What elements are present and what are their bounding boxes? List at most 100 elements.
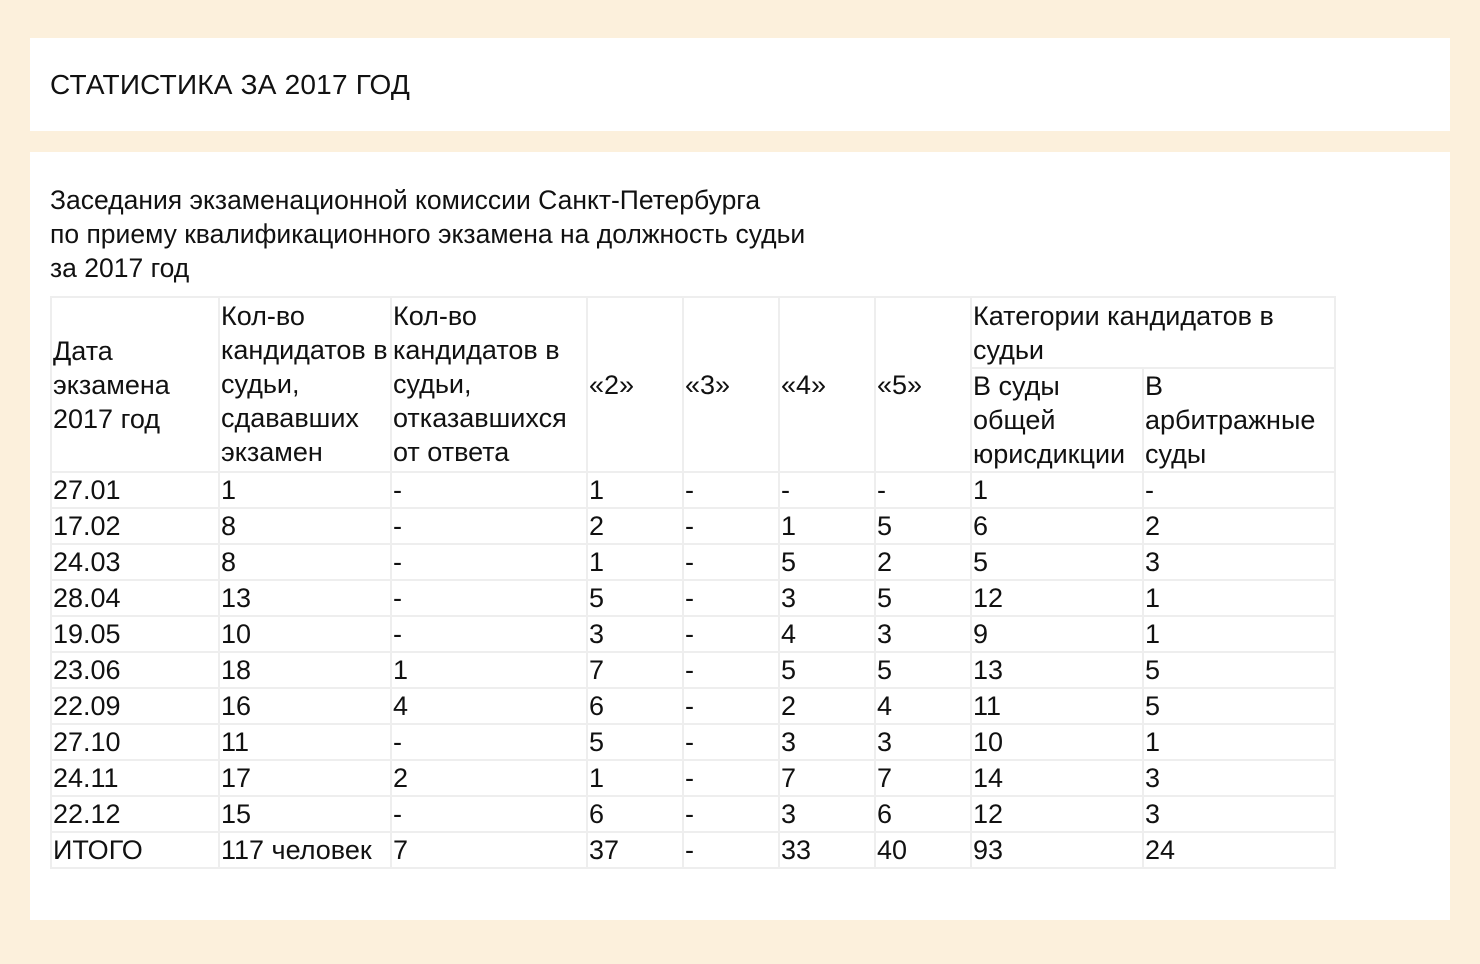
cell-grade-4: -	[778, 471, 876, 509]
cell-general-courts: 5	[970, 543, 1144, 581]
cell-grade-4: 2	[778, 687, 876, 725]
cell-grade-5: 4	[874, 687, 972, 725]
cell-refused: -	[390, 507, 588, 545]
cell-grade-5: 40	[874, 831, 972, 869]
cell-taking: 15	[218, 795, 392, 833]
header-taking: Кол-во кандидатов в судьи, сдававших экз…	[218, 296, 392, 473]
cell-grade-4: 33	[778, 831, 876, 869]
cell-grade-3: -	[682, 831, 780, 869]
header-date: Дата экзамена 2017 год	[50, 296, 220, 473]
cell-grade-3: -	[682, 615, 780, 653]
header-grade-3: «3»	[682, 296, 780, 473]
cell-arbitration-courts: 5	[1142, 687, 1336, 725]
cell-taking: 10	[218, 615, 392, 653]
cell-refused: -	[390, 615, 588, 653]
cell-grade-3: -	[682, 687, 780, 725]
cell-grade-4: 3	[778, 723, 876, 761]
table-row: 27.01 1-1- - -1-	[50, 471, 1336, 509]
cell-grade-2: 5	[586, 579, 684, 617]
cell-taking: 117 человек	[218, 831, 392, 869]
cell-arbitration-courts: 1	[1142, 723, 1336, 761]
cell-taking: 8	[218, 507, 392, 545]
cell-refused: 4	[390, 687, 588, 725]
cell-date: 22.09	[50, 687, 220, 725]
header-grade-4: «4»	[778, 296, 876, 473]
cell-grade-5: 3	[874, 723, 972, 761]
cell-grade-4: 1	[778, 507, 876, 545]
cell-taking: 16	[218, 687, 392, 725]
table-row: 17.02 8-2-1 5 6 2	[50, 507, 1336, 545]
header-grade-2: «2»	[586, 296, 684, 473]
page-title: СТАТИСТИКА ЗА 2017 ГОД	[50, 69, 411, 100]
cell-refused: 7	[390, 831, 588, 869]
heading-line-3: за 2017 год	[50, 253, 190, 283]
cell-general-courts: 10	[970, 723, 1144, 761]
table-row: 24.11 17 2 1-7 7 14 3	[50, 759, 1336, 797]
cell-arbitration-courts: 3	[1142, 795, 1336, 833]
cell-taking: 13	[218, 579, 392, 617]
cell-arbitration-courts: -	[1142, 471, 1336, 509]
cell-date: 28.04	[50, 579, 220, 617]
cell-grade-5: -	[874, 471, 972, 509]
cell-grade-2: 2	[586, 507, 684, 545]
cell-arbitration-courts: 5	[1142, 651, 1336, 689]
header-refused: Кол-во кандидатов в судьи, отказавшихся …	[390, 296, 588, 473]
cell-date: 17.02	[50, 507, 220, 545]
cell-taking: 18	[218, 651, 392, 689]
cell-grade-2: 5	[586, 723, 684, 761]
cell-grade-3: -	[682, 795, 780, 833]
table-row: 23.06 18 1 7-5 5 13 5	[50, 651, 1336, 689]
cell-grade-3: -	[682, 507, 780, 545]
cell-grade-4: 4	[778, 615, 876, 653]
cell-date: 24.03	[50, 543, 220, 581]
cell-taking: 11	[218, 723, 392, 761]
cell-grade-2: 3	[586, 615, 684, 653]
cell-grade-2: 1	[586, 759, 684, 797]
cell-grade-4: 5	[778, 543, 876, 581]
table-row: 27.10 11-5-3 3 10 1	[50, 723, 1336, 761]
cell-grade-2: 6	[586, 795, 684, 833]
header-grade-5: «5»	[874, 296, 972, 473]
cell-taking: 8	[218, 543, 392, 581]
cell-general-courts: 12	[970, 795, 1144, 833]
cell-grade-5: 6	[874, 795, 972, 833]
heading-line-2: по приему квалификационного экзамена на …	[50, 219, 806, 249]
table-total-row: ИТОГО 117 человек 7 37-33 40 93 24	[50, 831, 1336, 869]
cell-refused: -	[390, 579, 588, 617]
cell-general-courts: 93	[970, 831, 1144, 869]
cell-refused: 2	[390, 759, 588, 797]
cell-arbitration-courts: 3	[1142, 543, 1336, 581]
cell-grade-2: 1	[586, 471, 684, 509]
cell-grade-4: 3	[778, 579, 876, 617]
cell-arbitration-courts: 1	[1142, 615, 1336, 653]
cell-grade-5: 2	[874, 543, 972, 581]
cell-grade-5: 3	[874, 615, 972, 653]
cell-general-courts: 6	[970, 507, 1144, 545]
cell-grade-5: 5	[874, 651, 972, 689]
cell-taking: 1	[218, 471, 392, 509]
cell-grade-2: 37	[586, 831, 684, 869]
cell-grade-3: -	[682, 723, 780, 761]
cell-grade-4: 5	[778, 651, 876, 689]
cell-date: ИТОГО	[50, 831, 220, 869]
content-panel: Заседания экзаменационной комиссии Санкт…	[30, 152, 1450, 920]
cell-grade-3: -	[682, 651, 780, 689]
cell-general-courts: 12	[970, 579, 1144, 617]
table-row: 24.03 8-1-5 2 5 3	[50, 543, 1336, 581]
table-row: 22.09 16 4 6-2 4 11 5	[50, 687, 1336, 725]
table-row: 19.05 10-3-4 3 9 1	[50, 615, 1336, 653]
cell-grade-3: -	[682, 759, 780, 797]
cell-grade-4: 3	[778, 795, 876, 833]
cell-grade-5: 5	[874, 579, 972, 617]
header-general-courts: В суды общей юрисдикции	[970, 367, 1144, 473]
cell-date: 19.05	[50, 615, 220, 653]
cell-refused: 1	[390, 651, 588, 689]
table-row: 22.12 15-6-3 6 12 3	[50, 795, 1336, 833]
table-row: 28.04 13-5-3 5 12 1	[50, 579, 1336, 617]
cell-refused: -	[390, 543, 588, 581]
cell-grade-3: -	[682, 543, 780, 581]
cell-refused: -	[390, 471, 588, 509]
cell-arbitration-courts: 2	[1142, 507, 1336, 545]
cell-date: 22.12	[50, 795, 220, 833]
header-arbitration-courts: В арбитражные суды	[1142, 367, 1336, 473]
